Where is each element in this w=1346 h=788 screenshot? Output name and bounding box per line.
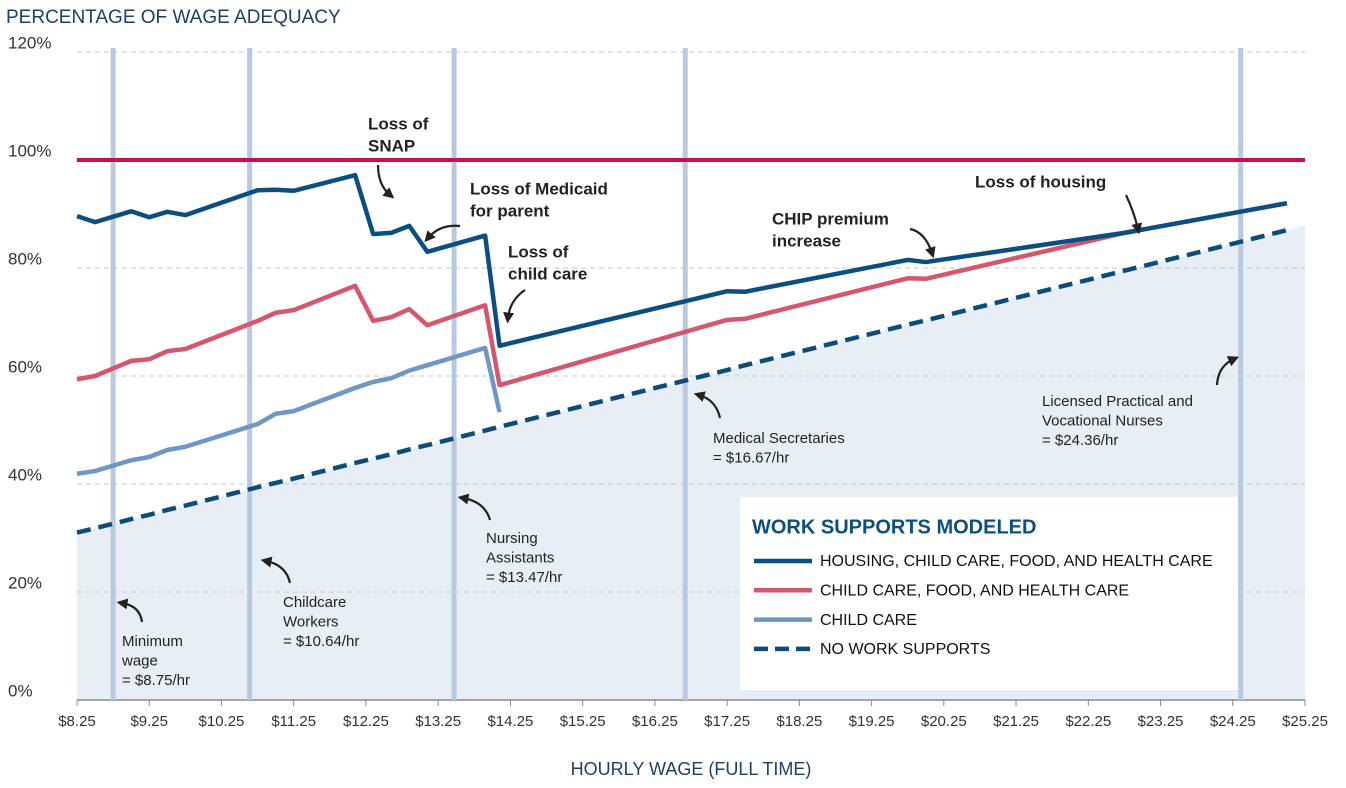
x-tick-label: $17.25 [704,713,750,730]
x-tick-label: $12.25 [343,713,389,730]
arrow [1125,194,1143,235]
annotation: child care [508,264,587,283]
x-tick-label: $11.25 [271,713,316,730]
x-tick-label: $14.25 [487,713,533,730]
y-tick-label: 40% [8,465,42,484]
legend-label: CHILD CARE, FOOD, AND HEALTH CARE [820,583,1129,600]
occupation-label: = $16.67/hr [713,449,789,466]
y-tick-label: 60% [8,357,42,376]
occupation-label: = $10.64/hr [283,633,359,650]
occupation-label: Childcare [283,594,346,611]
occupation-label: = $24.36/hr [1042,432,1118,449]
x-tick-label: $10.25 [199,713,245,730]
occupation-label: = $13.47/hr [486,569,562,586]
x-tick-label: $20.25 [921,713,967,730]
occupation-label: Minimum [122,633,183,650]
y-tick-label: 120% [8,33,51,52]
x-tick-label: $16.25 [632,713,678,730]
occupation-label: Nursing [486,530,538,547]
x-tick-label: $18.25 [776,713,822,730]
x-tick-label: $15.25 [560,713,606,730]
occupation-label: = $8.75/hr [122,672,190,689]
occupation-label: Medical Secretaries [713,430,845,447]
series-line [76,228,1288,535]
x-tick-label: $23.25 [1138,713,1184,730]
y-tick-label: 80% [8,249,42,268]
legend-label: NO WORK SUPPORTS [820,641,990,658]
x-tick-label: $9.25 [130,713,168,730]
annotation: Loss of [508,242,569,261]
x-tick-label: $21.25 [993,713,1039,730]
arrow [116,598,144,623]
occupation-label: Assistants [486,549,554,566]
annotation: increase [772,231,841,250]
annotation: Loss of housing [975,172,1106,191]
occupation-label: Licensed Practical and [1042,393,1193,410]
legend-label: HOUSING, CHILD CARE, FOOD, AND HEALTH CA… [820,553,1213,570]
legend-label: CHILD CARE [820,612,917,629]
arrow [376,164,395,199]
x-tick-label: $19.25 [849,713,895,730]
annotation: Loss of Medicaid [470,179,608,198]
annotation: CHIP premium [772,209,889,228]
arrow [457,493,492,521]
arrow [503,289,526,324]
legend-title: WORK SUPPORTS MODELED [752,516,1036,538]
series-line [76,345,502,476]
arrow [1215,356,1240,386]
chart-title: PERCENTAGE OF WAGE ADEQUACY [6,7,341,28]
arrow [260,556,292,584]
occupation-label: Workers [283,613,339,630]
annotation: Loss of [368,114,429,133]
arrow [424,224,461,243]
y-tick-label: 20% [8,573,42,592]
y-tick-label: 100% [8,141,51,160]
arrow [693,391,722,419]
series-line [76,172,1288,349]
x-tick-label: $25.25 [1282,713,1328,730]
annotation: for parent [470,201,550,220]
y-tick-label: 0% [8,681,33,700]
x-tick-label: $22.25 [1065,713,1111,730]
annotation: SNAP [368,136,415,155]
x-axis-label: HOURLY WAGE (FULL TIME) [571,759,812,779]
legend-box [740,497,1238,690]
x-tick-label: $13.25 [415,713,461,730]
x-tick-label: $24.25 [1210,713,1256,730]
arrow [909,227,936,259]
occupation-label: wage [121,652,158,669]
series-line [76,200,1288,388]
x-tick-label: $8.25 [58,713,96,730]
occupation-label: Vocational Nurses [1042,412,1163,429]
